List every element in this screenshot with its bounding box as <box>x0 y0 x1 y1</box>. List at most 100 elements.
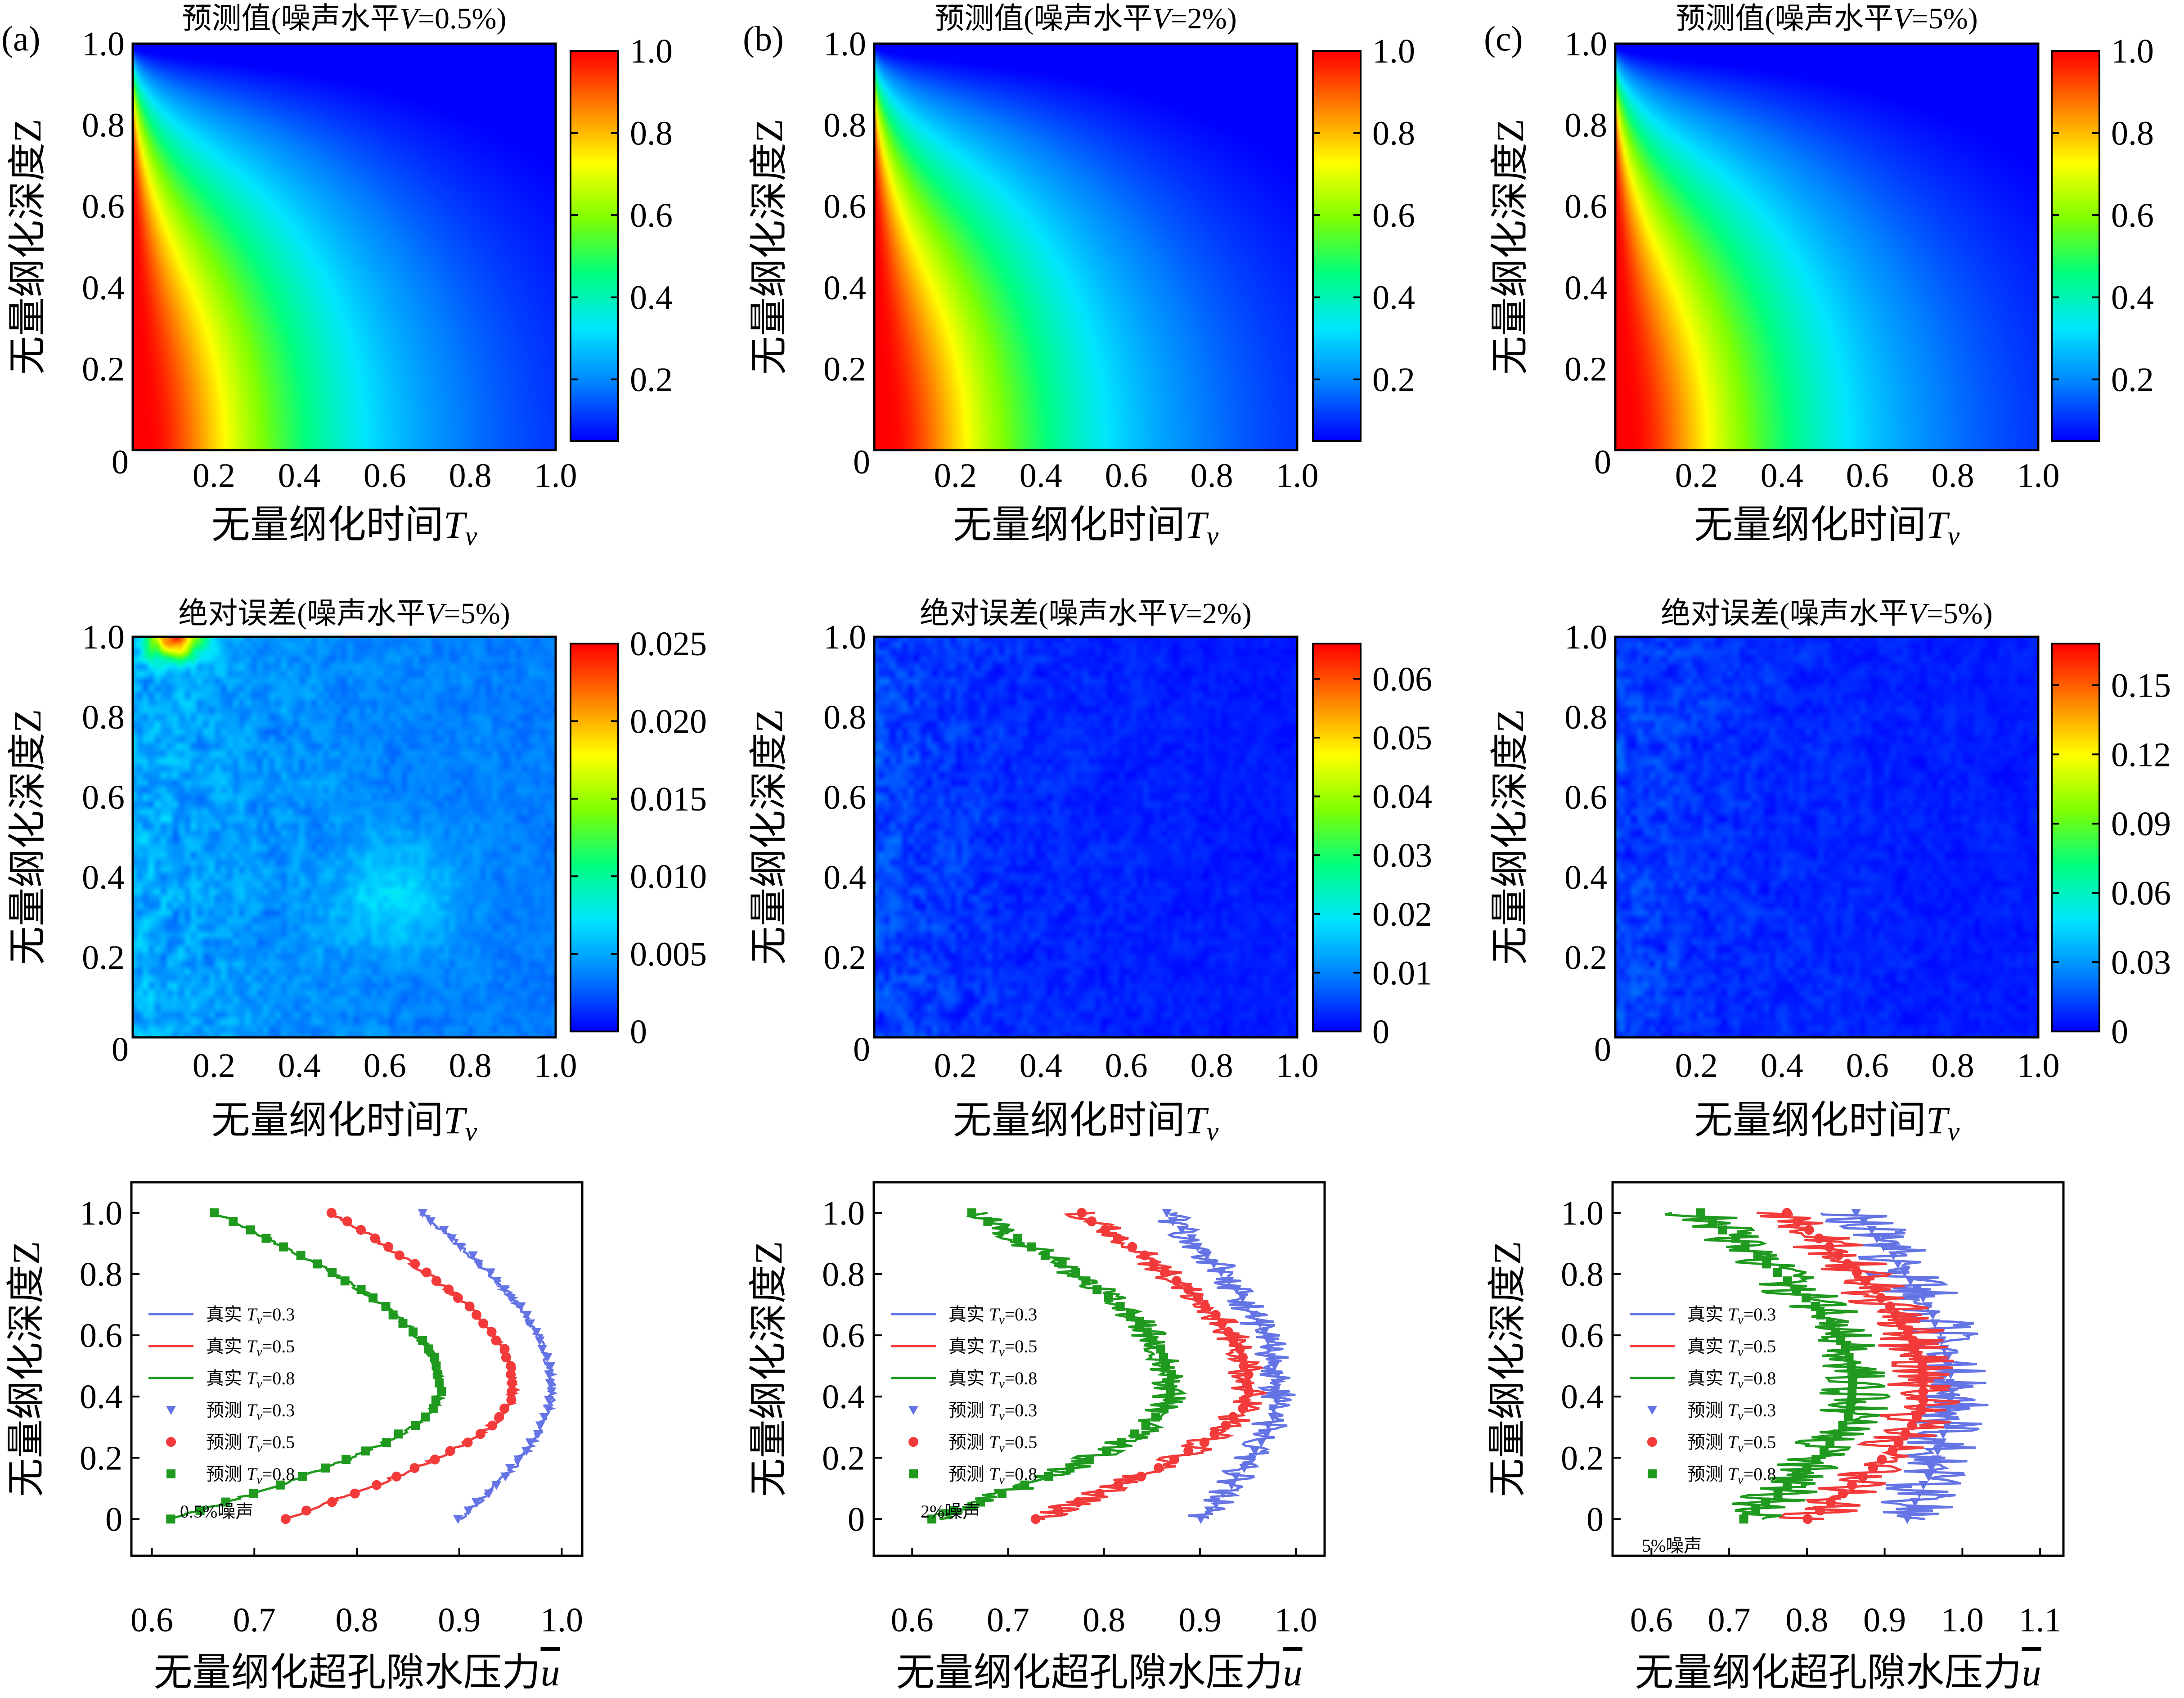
err-b-colorbar-frame <box>1312 643 1362 1032</box>
pred-c-colorbar-tick: 0.8 <box>2111 115 2154 153</box>
pred-b-colorbar-tick: 0.8 <box>1372 115 1415 153</box>
prof-a-legend-marker <box>166 1406 176 1415</box>
prof-c-marker-tv08 <box>1708 1216 1717 1226</box>
prof-c-marker-tv03 <box>1905 1277 1915 1286</box>
prof-c-marker-tv08 <box>1847 1387 1857 1396</box>
prof-b-marker-tv08 <box>1141 1421 1150 1430</box>
prof-c-noise-label: 5%噪声 <box>1642 1536 1702 1556</box>
prof-c-plot-area <box>1664 1208 1989 1524</box>
prof-a-ytick: 0.2 <box>80 1439 122 1477</box>
pred-c-ytick: 0.2 <box>1564 350 1607 388</box>
prof-b-marker-tv08 <box>999 1225 1009 1234</box>
prof-a-marker-tv03 <box>500 1472 511 1482</box>
prof-c-marker-tv05 <box>1893 1437 1904 1448</box>
pred-c-colorbar-tick: 1.0 <box>2111 32 2154 70</box>
err-b-heat-image <box>874 637 1297 1037</box>
prof-b-marker-tv03 <box>1186 1234 1197 1243</box>
err-b-ylabel: 无量纲化深度Z <box>747 709 791 965</box>
pred-b-xtick: 0.6 <box>1105 457 1148 495</box>
prof-a-marker-tv03 <box>537 1345 548 1354</box>
prof-b-marker-tv03 <box>1238 1294 1248 1303</box>
prof-b-marker-tv03 <box>1247 1455 1257 1465</box>
pred-a-colorbar-tick: 0.8 <box>630 115 673 153</box>
err-b-colorbar-tick: 0.02 <box>1372 896 1432 933</box>
prof-a-marker-tv03 <box>447 1234 457 1243</box>
prof-c-marker-tv08 <box>1792 1472 1801 1481</box>
prof-a-ytick: 0.8 <box>80 1256 122 1293</box>
err-a-origin-label: 0 <box>112 1031 129 1068</box>
err-a-colorbar-tick: 0.025 <box>630 625 707 663</box>
err-b-colorbar-tick: 0.04 <box>1372 778 1432 816</box>
prof-b-marker-tv08 <box>1166 1387 1175 1396</box>
prof-a-marker-tv05 <box>280 1514 291 1524</box>
prof-a-marker-tv08 <box>221 1497 230 1507</box>
prof-b-marker-tv08 <box>983 1216 993 1226</box>
err-a-ytick: 0.6 <box>82 779 125 816</box>
prof-b-marker-tv05 <box>1113 1233 1123 1243</box>
prof-c-marker-tv05 <box>1901 1429 1911 1439</box>
prof-b-marker-tv03 <box>1267 1413 1278 1422</box>
prof-b-marker-tv08 <box>976 1497 985 1507</box>
pred-b-colorbar <box>1313 51 1361 441</box>
err-c-ytick: 0.2 <box>1564 939 1607 977</box>
err-c-colorbar-tick: 0 <box>2111 1013 2128 1051</box>
prof-c-marker-tv08 <box>1731 1234 1740 1243</box>
prof-b-ytick: 0 <box>848 1500 865 1538</box>
prof-b-marker-tv08 <box>1156 1344 1165 1354</box>
pred-b-xtick: 1.0 <box>1276 457 1319 495</box>
prof-a-ytick: 0.4 <box>80 1378 122 1416</box>
prof-c-legend-label: 真实 Tv=0.8 <box>1687 1368 1776 1391</box>
prof-b-marker-tv05 <box>1209 1429 1220 1439</box>
pred-c-xtick: 0.4 <box>1761 457 1803 495</box>
prof-a-marker-tv08 <box>275 1480 285 1490</box>
prof-a-marker-tv08 <box>229 1216 238 1226</box>
prof-a-marker-tv03 <box>499 1285 510 1295</box>
prof-a-ytick: 0.6 <box>80 1317 122 1355</box>
prof-a-marker-tv08 <box>297 1472 307 1481</box>
err-a-ylabel: 无量纲化深度Z <box>6 709 49 965</box>
prof-a-marker-tv03 <box>545 1362 556 1371</box>
prof-a-marker-tv05 <box>478 1318 489 1329</box>
err-a-colorbar-tick: 0.020 <box>630 703 707 740</box>
prof-b-marker-tv08 <box>1164 1395 1174 1405</box>
prof-b-ytick: 0.4 <box>822 1378 865 1416</box>
prof-a-marker-tv03 <box>513 1455 524 1465</box>
prof-a-marker-tv05 <box>506 1361 516 1371</box>
err-c-ylabel: 无量纲化深度Z <box>1488 709 1532 965</box>
prof-a-marker-tv08 <box>431 1361 441 1371</box>
prof-c-marker-tv05 <box>1858 1471 1868 1482</box>
prof-a-marker-tv08 <box>409 1327 418 1337</box>
pred-b-ytick: 0.4 <box>823 269 866 307</box>
prof-c-marker-tv05 <box>1860 1276 1871 1286</box>
prof-a-marker-tv05 <box>350 1488 360 1499</box>
prof-c-marker-tv05 <box>1793 1216 1803 1226</box>
prof-b-marker-tv03 <box>1263 1421 1273 1431</box>
pred-a-ytick: 0.6 <box>82 188 125 225</box>
prof-b-marker-tv03 <box>1168 1217 1178 1226</box>
prof-a-ylabel: 无量纲化深度Z <box>4 1241 48 1497</box>
prof-b-marker-tv05 <box>1241 1378 1252 1388</box>
prof-b-marker-tv08 <box>1104 1293 1113 1303</box>
err-a-plot-frame <box>131 635 557 1039</box>
pred-b-ytick: 0.2 <box>823 350 866 388</box>
prof-a-marker-tv05 <box>507 1378 517 1388</box>
prof-b-marker-tv05 <box>1153 1463 1164 1473</box>
prof-b-marker-tv03 <box>1266 1353 1276 1363</box>
prof-c-marker-tv08 <box>1753 1251 1762 1260</box>
prof-b-marker-tv05 <box>1171 1276 1182 1286</box>
pred-b-origin-label: 0 <box>853 443 870 481</box>
prof-c-series-line-tv05 <box>1756 1212 1960 1520</box>
prof-b-marker-tv05 <box>1235 1344 1245 1354</box>
prof-c-marker-tv05 <box>1815 1505 1825 1516</box>
prof-a-marker-tv08 <box>411 1421 420 1430</box>
prof-a-marker-tv03 <box>525 1438 535 1448</box>
prof-c-marker-tv05 <box>1918 1378 1928 1388</box>
prof-a-ytick: 1.0 <box>80 1194 122 1232</box>
err-b-xtick: 1.0 <box>1276 1047 1319 1085</box>
prof-b-xtick: 1.0 <box>1275 1601 1317 1639</box>
prof-c-marker-tv05 <box>1838 1488 1848 1499</box>
prof-b-xtick: 0.7 <box>987 1601 1029 1639</box>
prof-b-marker-tv03 <box>1177 1225 1187 1235</box>
pred-c-colorbar <box>2052 51 2099 441</box>
prof-c-marker-tv03 <box>1872 1234 1882 1243</box>
